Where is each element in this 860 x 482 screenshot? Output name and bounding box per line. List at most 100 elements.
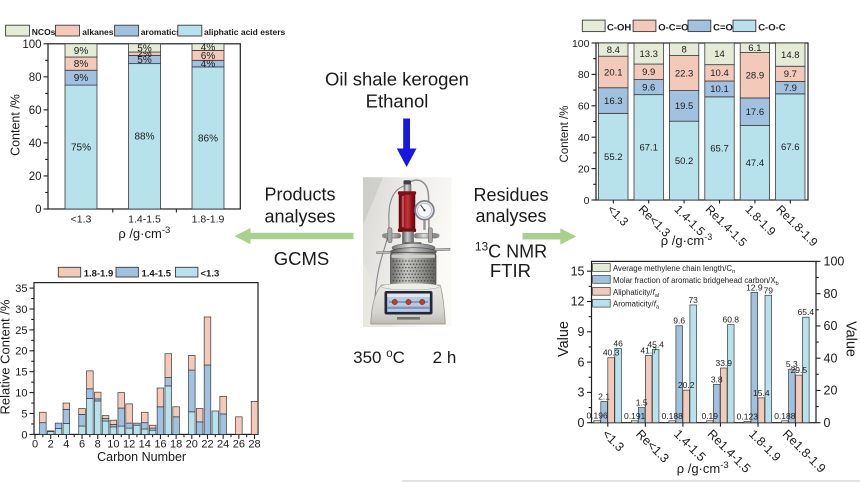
svg-text:26: 26: [233, 439, 245, 451]
svg-text:40: 40: [824, 351, 838, 365]
svg-text:20: 20: [15, 346, 27, 358]
svg-text:1.5: 1.5: [636, 398, 648, 408]
svg-text:ρ /g·cm-3: ρ /g·cm-3: [118, 225, 170, 242]
svg-text:100: 100: [824, 255, 845, 269]
svg-text:20: 20: [186, 439, 198, 451]
svg-text:50.2: 50.2: [675, 156, 694, 167]
svg-text:10.4: 10.4: [710, 68, 729, 79]
svg-text:20: 20: [29, 171, 42, 183]
svg-text:15: 15: [571, 264, 585, 278]
svg-text:9.6: 9.6: [673, 316, 685, 326]
svg-text:14: 14: [714, 49, 725, 60]
svg-text:33.9: 33.9: [715, 358, 732, 368]
svg-text:<1.3: <1.3: [201, 268, 220, 279]
svg-text:16.3: 16.3: [604, 96, 623, 107]
svg-text:67.6: 67.6: [781, 142, 800, 153]
svg-text:100: 100: [22, 39, 41, 51]
svg-text:Content /%: Content /%: [9, 94, 23, 156]
svg-text:17.6: 17.6: [746, 107, 765, 118]
svg-text:80: 80: [824, 287, 838, 301]
svg-text:80: 80: [578, 69, 590, 81]
svg-text:2%: 2%: [137, 49, 152, 60]
svg-text:8: 8: [681, 45, 686, 56]
svg-text:60: 60: [29, 105, 42, 117]
svg-text:22: 22: [201, 439, 213, 451]
svg-text:29.5: 29.5: [791, 365, 808, 375]
svg-text:67.1: 67.1: [639, 143, 658, 154]
svg-text:0.19: 0.19: [701, 411, 718, 421]
svg-text:12: 12: [123, 439, 135, 451]
svg-text:3: 3: [578, 386, 585, 400]
svg-text:1.8-1.9: 1.8-1.9: [84, 268, 114, 279]
svg-text:2.1: 2.1: [598, 391, 610, 401]
svg-text:14.8: 14.8: [781, 50, 800, 61]
svg-text:6%: 6%: [201, 51, 216, 62]
svg-text:Oil shale kerogen: Oil shale kerogen: [325, 69, 469, 90]
svg-text:65.7: 65.7: [710, 144, 729, 155]
svg-text:analyses: analyses: [475, 206, 546, 226]
svg-text:14: 14: [139, 439, 151, 451]
svg-text:86%: 86%: [198, 133, 218, 144]
svg-text:0.188: 0.188: [662, 411, 684, 421]
svg-text:0.191: 0.191: [624, 411, 646, 421]
svg-text:40: 40: [578, 132, 590, 144]
svg-text:1.4-1.5: 1.4-1.5: [128, 214, 161, 226]
svg-text:6: 6: [578, 355, 585, 369]
svg-text:13C NMR: 13C NMR: [475, 240, 547, 262]
svg-text:20: 20: [824, 384, 838, 398]
svg-text:analyses: analyses: [264, 207, 335, 227]
svg-text:9.9: 9.9: [642, 67, 655, 78]
svg-text:18: 18: [170, 439, 182, 451]
svg-text:ρ /g·cm-3: ρ /g·cm-3: [677, 460, 729, 477]
svg-text:Value: Value: [556, 321, 572, 357]
svg-text:NCOs: NCOs: [32, 27, 56, 37]
svg-text:60: 60: [578, 101, 590, 113]
svg-text:Residues: Residues: [473, 185, 548, 205]
svg-text:Value: Value: [843, 321, 859, 357]
svg-text:47.4: 47.4: [746, 158, 765, 169]
svg-text:24: 24: [217, 439, 229, 451]
svg-text:5: 5: [21, 408, 27, 420]
svg-text:12: 12: [571, 295, 585, 309]
svg-text:Carbon Number: Carbon Number: [97, 450, 186, 464]
svg-text:10: 10: [15, 388, 27, 400]
svg-text:3.8: 3.8: [711, 374, 723, 384]
svg-text:41.7: 41.7: [640, 345, 657, 355]
svg-text:0: 0: [584, 195, 590, 207]
svg-text:Ethanol: Ethanol: [366, 91, 429, 112]
svg-text:0: 0: [32, 439, 38, 451]
svg-text:13.3: 13.3: [639, 49, 658, 60]
svg-text:0: 0: [824, 416, 831, 430]
svg-text:8: 8: [95, 439, 101, 451]
svg-text:O-C=O: O-C=O: [658, 23, 688, 34]
svg-text:FTIR: FTIR: [490, 260, 531, 281]
svg-text:6: 6: [79, 439, 85, 451]
svg-text:40.3: 40.3: [603, 348, 620, 358]
svg-text:60.8: 60.8: [722, 315, 739, 325]
svg-text:20.1: 20.1: [604, 67, 623, 78]
svg-text:Molar fraction of aromatic bri: Molar fraction of aromatic bridgehead ca…: [613, 276, 779, 287]
svg-text:2: 2: [48, 439, 54, 451]
svg-text:Products: Products: [264, 185, 335, 205]
svg-text:0: 0: [21, 429, 27, 441]
svg-text:73: 73: [688, 295, 698, 305]
svg-text:C-OH: C-OH: [607, 23, 631, 34]
svg-text:0.188: 0.188: [774, 411, 796, 421]
svg-text:6.1: 6.1: [748, 43, 761, 54]
svg-text:28.9: 28.9: [746, 71, 765, 82]
svg-text:5%: 5%: [137, 55, 152, 66]
svg-text:Content /%: Content /%: [559, 106, 571, 163]
svg-text:45.4: 45.4: [647, 339, 664, 349]
svg-text:aromatics: aromatics: [141, 27, 181, 37]
svg-text:65.4: 65.4: [798, 307, 815, 317]
svg-text:aliphatic acid esters: aliphatic acid esters: [204, 27, 286, 37]
svg-text:5%: 5%: [137, 43, 152, 54]
svg-text:10.1: 10.1: [710, 84, 729, 95]
svg-text:80: 80: [29, 72, 42, 84]
svg-text:88%: 88%: [134, 132, 154, 143]
svg-text:30: 30: [15, 304, 27, 316]
svg-text:Average methylene chain length: Average methylene chain length/Cn: [613, 264, 735, 275]
svg-text:4: 4: [63, 439, 69, 451]
svg-text:alkanes: alkanes: [82, 27, 113, 37]
svg-text:ρ /g·cm-3: ρ /g·cm-3: [661, 232, 713, 248]
